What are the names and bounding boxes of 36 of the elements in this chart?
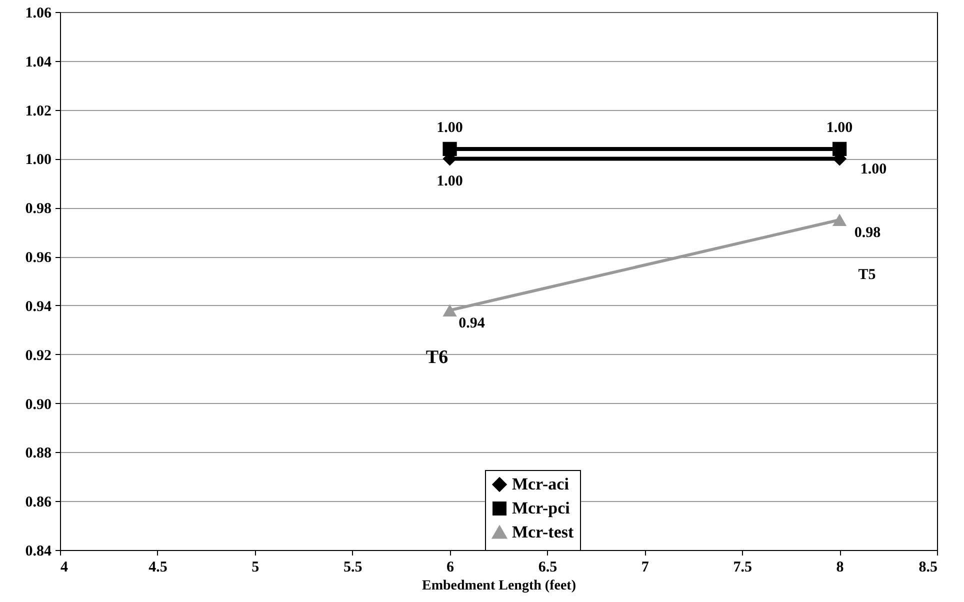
y-tick-label: 0.98 — [25, 201, 52, 218]
y-tick-label: 1.02 — [25, 103, 52, 120]
legend-label: Mcr-pci — [512, 498, 570, 518]
y-tick-label: 0.96 — [25, 250, 52, 266]
data-label: 1.00 — [436, 120, 463, 136]
x-tick-label: 4.5 — [148, 560, 168, 576]
data-label: 1.00 — [860, 162, 887, 178]
x-tick-label: 5.5 — [343, 560, 362, 576]
y-tick-label: 1.06 — [25, 6, 52, 22]
x-tick-label: 8.5 — [918, 560, 938, 576]
y-tick-label: 0.94 — [25, 298, 52, 315]
x-tick-label: 4 — [60, 560, 68, 576]
y-tick-label: 0.90 — [25, 396, 52, 413]
x-tick-label: 7.5 — [733, 560, 752, 576]
x-tick-label: 5 — [252, 560, 260, 576]
data-label: 0.94 — [458, 315, 486, 332]
annotation: T6 — [426, 347, 448, 368]
legend-label: Mcr-test — [512, 522, 574, 542]
annotation: T5 — [858, 267, 876, 283]
data-label: 0.98 — [854, 224, 881, 241]
x-tick-label: 6 — [446, 560, 455, 576]
y-tick-label: 0.86 — [25, 494, 52, 511]
x-tick-label: 6.5 — [538, 560, 558, 576]
legend-label: Mcr-aci — [512, 474, 570, 494]
y-tick-label: 1.00 — [25, 152, 52, 168]
x-tick-label: 7 — [641, 560, 650, 576]
data-label: 1.00 — [826, 120, 853, 136]
y-tick-label: 0.92 — [25, 348, 52, 364]
data-label: 1.00 — [436, 174, 463, 190]
y-tick-label: 1.04 — [25, 54, 52, 70]
y-tick-label: 0.84 — [25, 544, 52, 560]
x-axis-title: Embedment Length (feet) — [422, 578, 576, 594]
x-tick-label: 8 — [836, 560, 844, 576]
point — [832, 142, 847, 156]
y-tick-label: 0.88 — [25, 446, 52, 462]
point — [442, 142, 457, 156]
